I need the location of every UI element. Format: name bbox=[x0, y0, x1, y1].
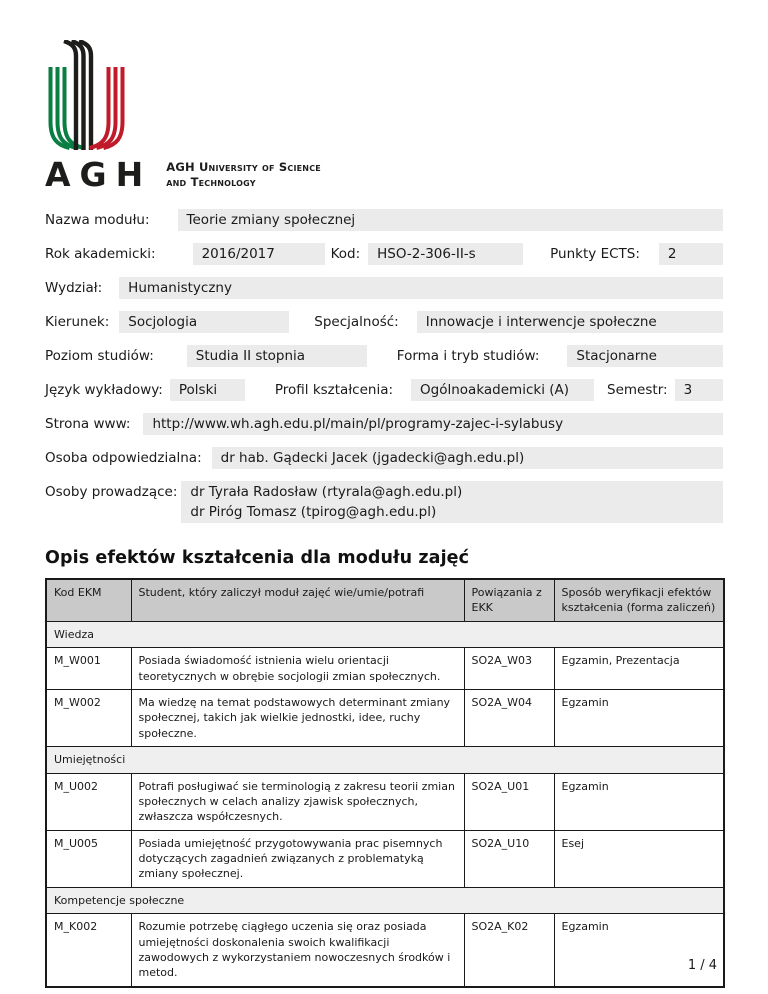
field-of-study-value: Socjologia bbox=[119, 311, 290, 333]
section-row-wiedza: Wiedza bbox=[45, 620, 725, 649]
website-label: Strona www: bbox=[45, 416, 131, 432]
language-value: Polski bbox=[169, 379, 245, 401]
outcome-ekk: SO2A_W03 bbox=[463, 647, 555, 690]
faculty-value: Humanistyczny bbox=[119, 277, 723, 299]
module-name-value: Teorie zmiany społecznej bbox=[177, 209, 723, 231]
agh-logo: AGH AGH University of Science and Techno… bbox=[45, 40, 723, 196]
outcome-code: M_K002 bbox=[45, 913, 132, 988]
code-value: HSO-2-306-II-s bbox=[368, 243, 524, 265]
table-row: M_U002 Potrafi posługiwać sie terminolog… bbox=[45, 772, 725, 831]
outcomes-table: Kod EKM Student, który zaliczył moduł za… bbox=[45, 578, 725, 988]
outcome-code: M_W002 bbox=[45, 688, 132, 748]
agh-logo-subtitle-line1: AGH University of Science bbox=[166, 159, 321, 174]
academic-year-value: 2016/2017 bbox=[192, 243, 325, 265]
outcomes-section-heading: Opis efektów kształcenia dla modułu zaję… bbox=[45, 548, 470, 568]
outcome-description: Posiada umiejętność przygotowywania prac… bbox=[130, 829, 465, 888]
row-website: Strona www: http://www.wh.agh.edu.pl/mai… bbox=[45, 413, 723, 435]
outcome-description: Posiada świadomość istnienia wielu orien… bbox=[130, 647, 465, 690]
section-row-umiejetnosci: Umiejętności bbox=[45, 746, 725, 774]
outcome-description: Rozumie potrzebę ciągłego uczenia się or… bbox=[130, 913, 465, 988]
outcome-verification: Egzamin, Prezentacja bbox=[553, 647, 725, 690]
agh-logo-stripes-icon bbox=[48, 40, 125, 150]
specialization-label: Specjalność: bbox=[314, 314, 399, 330]
lecturers-value: dr Tyrała Radosław (rtyrala@agh.edu.pl) … bbox=[181, 481, 723, 523]
header-powiazania-ekk: Powiązania z EKK bbox=[463, 578, 555, 622]
row-responsible-person: Osoba odpowiedzialna: dr hab. Gądecki Ja… bbox=[45, 447, 723, 469]
outcome-description: Potrafi posługiwać sie terminologią z za… bbox=[130, 772, 465, 831]
header-sposob-weryfikacji: Sposób weryfikacji efektów kształcenia (… bbox=[553, 578, 725, 622]
row-lecturers: Osoby prowadzące: dr Tyrała Radosław (rt… bbox=[45, 481, 723, 523]
row-module-name: Nazwa modułu: Teorie zmiany społecznej bbox=[45, 209, 723, 231]
row-year-code-ects: Rok akademicki: 2016/2017 Kod: HSO-2-306… bbox=[45, 243, 723, 265]
table-row: M_U005 Posiada umiejętność przygotowywan… bbox=[45, 829, 725, 888]
section-label: Umiejętności bbox=[45, 746, 725, 774]
responsible-person-value: dr hab. Gądecki Jacek (jgadecki@agh.edu.… bbox=[211, 447, 723, 469]
outcome-description: Ma wiedzę na temat podstawowych determin… bbox=[130, 688, 465, 748]
section-row-kompetencje: Kompetencje społeczne bbox=[45, 886, 725, 915]
language-label: Język wykładowy: bbox=[45, 382, 163, 398]
field-of-study-label: Kierunek: bbox=[45, 314, 110, 330]
outcome-verification: Egzamin bbox=[553, 688, 725, 748]
agh-logo-subtitle: AGH University of Science and Technology bbox=[166, 160, 321, 190]
lecturers-label: Osoby prowadzące: bbox=[45, 484, 178, 500]
outcomes-table-header-row: Kod EKM Student, który zaliczył moduł za… bbox=[45, 578, 725, 622]
header-student-description: Student, który zaliczył moduł zajęć wie/… bbox=[130, 578, 465, 622]
row-faculty: Wydział: Humanistyczny bbox=[45, 277, 723, 299]
row-language-profile-semester: Język wykładowy: Polski Profil kształcen… bbox=[45, 379, 723, 401]
agh-logo-acronym: AGH bbox=[45, 155, 153, 194]
lecturer-line-1: dr Tyrała Radosław (rtyrala@agh.edu.pl) bbox=[190, 484, 463, 500]
study-level-value: Studia II stopnia bbox=[186, 345, 367, 367]
lecturer-line-2: dr Piróg Tomasz (tpirog@agh.edu.pl) bbox=[190, 504, 437, 520]
outcome-ekk: SO2A_W04 bbox=[463, 688, 555, 748]
code-label: Kod: bbox=[330, 246, 361, 262]
outcome-code: M_U005 bbox=[45, 829, 132, 888]
section-label: Kompetencje społeczne bbox=[45, 886, 725, 915]
agh-logo-subtitle-line2: and Technology bbox=[166, 174, 256, 189]
row-level-mode: Poziom studiów: Studia II stopnia Forma … bbox=[45, 345, 723, 367]
outcome-code: M_W001 bbox=[45, 647, 132, 690]
semester-value: 3 bbox=[674, 379, 723, 401]
academic-year-label: Rok akademicki: bbox=[45, 246, 156, 262]
table-row: M_K002 Rozumie potrzebę ciągłego uczenia… bbox=[45, 913, 725, 988]
row-field-specialization: Kierunek: Socjologia Specjalność: Innowa… bbox=[45, 311, 723, 333]
header-kod-ekm: Kod EKM bbox=[45, 578, 132, 622]
profile-value: Ogólnoakademicki (A) bbox=[411, 379, 595, 401]
outcome-ekk: SO2A_K02 bbox=[463, 913, 555, 988]
outcome-code: M_U002 bbox=[45, 772, 132, 831]
profile-label: Profil kształcenia: bbox=[274, 382, 394, 398]
table-row: M_W002 Ma wiedzę na temat podstawowych d… bbox=[45, 688, 725, 748]
outcome-verification: Esej bbox=[553, 829, 725, 888]
study-mode-value: Stacjonarne bbox=[567, 345, 723, 367]
module-name-label: Nazwa modułu: bbox=[45, 212, 150, 228]
outcome-ekk: SO2A_U10 bbox=[463, 829, 555, 888]
outcome-verification: Egzamin bbox=[553, 772, 725, 831]
website-value: http://www.wh.agh.edu.pl/main/pl/program… bbox=[143, 413, 723, 435]
semester-label: Semestr: bbox=[607, 382, 668, 398]
study-mode-label: Forma i tryb studiów: bbox=[396, 348, 540, 364]
page-number: 1 / 4 bbox=[687, 958, 717, 973]
table-row: M_W001 Posiada świadomość istnienia wiel… bbox=[45, 647, 725, 690]
responsible-person-label: Osoba odpowiedzialna: bbox=[45, 450, 202, 466]
study-level-label: Poziom studiów: bbox=[45, 348, 154, 364]
ects-label: Punkty ECTS: bbox=[550, 246, 640, 262]
outcome-verification: Egzamin bbox=[553, 913, 725, 988]
section-label: Wiedza bbox=[45, 620, 725, 649]
outcome-ekk: SO2A_U01 bbox=[463, 772, 555, 831]
specialization-value: Innowacje i interwencje społeczne bbox=[416, 311, 723, 333]
faculty-label: Wydział: bbox=[45, 280, 103, 296]
ects-value: 2 bbox=[658, 243, 723, 265]
